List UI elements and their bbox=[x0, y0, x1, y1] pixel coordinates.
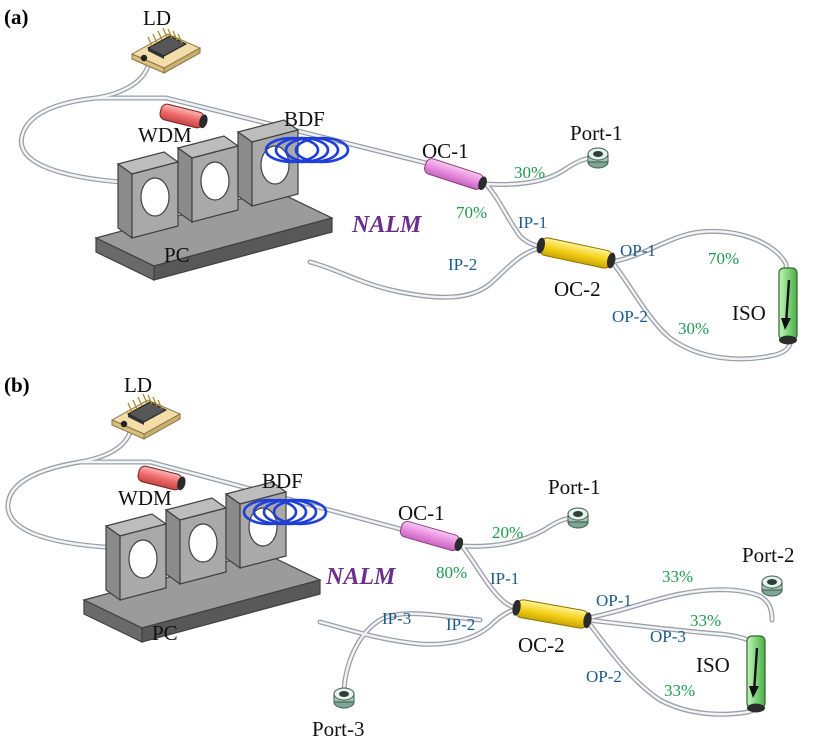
b-port3-label: Port-3 bbox=[312, 717, 365, 741]
b-ratio-oc1-loop: 80% bbox=[436, 563, 467, 582]
polarization-controller-icon bbox=[95, 119, 333, 281]
b-oc1-label: OC-1 bbox=[398, 501, 445, 525]
nalm-label: NALM bbox=[351, 212, 423, 238]
b-ld-label: LD bbox=[124, 373, 152, 397]
b-oc1-coupler-icon bbox=[399, 520, 464, 552]
panel-a-fibers bbox=[18, 63, 793, 362]
ratio-oc2-op2: 30% bbox=[678, 319, 709, 338]
pc-label: PC bbox=[164, 243, 190, 267]
b-ratio-oc2-op1: 33% bbox=[662, 567, 693, 586]
b-iso-label: ISO bbox=[696, 653, 730, 677]
b-oc2-label: OC-2 bbox=[518, 633, 565, 657]
panel-b-label: (b) bbox=[4, 373, 30, 397]
ip1-label: IP-1 bbox=[518, 213, 547, 232]
op1-label: OP-1 bbox=[620, 241, 656, 260]
b-ratio-oc2-op2: 33% bbox=[664, 681, 695, 700]
b-wdm-label: WDM bbox=[118, 486, 172, 510]
b-ratio-oc1-out: 20% bbox=[492, 523, 523, 542]
b-laser-diode-icon bbox=[111, 393, 181, 440]
b-port1-label: Port-1 bbox=[548, 475, 601, 499]
b-isolator-icon bbox=[745, 634, 767, 714]
panel-b-fibers bbox=[5, 429, 775, 717]
b-op3-label: OP-3 bbox=[650, 627, 686, 646]
panel-a: (a) bbox=[4, 5, 799, 362]
b-oc2-coupler-icon bbox=[512, 599, 592, 629]
b-op1-label: OP-1 bbox=[596, 591, 632, 610]
ratio-oc1-out: 30% bbox=[514, 163, 545, 182]
iso-label: ISO bbox=[732, 301, 766, 325]
b-bdf-label: BDF bbox=[262, 469, 303, 493]
port1-label: Port-1 bbox=[570, 121, 623, 145]
port1-connector-icon bbox=[587, 147, 609, 169]
ratio-oc2-op1: 70% bbox=[708, 249, 739, 268]
bdf-label: BDF bbox=[284, 107, 325, 131]
b-nalm-label: NALM bbox=[325, 564, 397, 590]
b-port1-connector-icon bbox=[567, 507, 589, 529]
isolator-icon bbox=[777, 266, 799, 346]
b-wdm-coupler-icon bbox=[137, 465, 186, 491]
op2-label: OP-2 bbox=[612, 307, 648, 326]
ip2-label: IP-2 bbox=[448, 255, 477, 274]
panel-a-label: (a) bbox=[4, 5, 29, 29]
oc2-label: OC-2 bbox=[554, 277, 601, 301]
b-ip3-label: IP-3 bbox=[382, 609, 411, 628]
b-ip1-label: IP-1 bbox=[490, 569, 519, 588]
wdm-coupler-icon bbox=[159, 103, 208, 129]
oc1-label: OC-1 bbox=[422, 139, 469, 163]
wdm-label: WDM bbox=[138, 123, 192, 147]
laser-diode-icon bbox=[131, 27, 201, 74]
b-ip2-label: IP-2 bbox=[446, 615, 475, 634]
b-port2-connector-icon bbox=[761, 575, 783, 597]
oc2-coupler-icon bbox=[536, 237, 616, 269]
ld-label: LD bbox=[143, 6, 171, 30]
panel-b: (b) bbox=[4, 373, 795, 741]
b-pc-label: PC bbox=[152, 621, 178, 645]
ratio-oc1-loop: 70% bbox=[456, 203, 487, 222]
b-op2-label: OP-2 bbox=[586, 667, 622, 686]
b-port2-label: Port-2 bbox=[742, 543, 795, 567]
b-port3-connector-icon bbox=[333, 687, 355, 709]
oc1-coupler-icon bbox=[424, 158, 487, 191]
b-ratio-oc2-op3: 33% bbox=[690, 611, 721, 630]
